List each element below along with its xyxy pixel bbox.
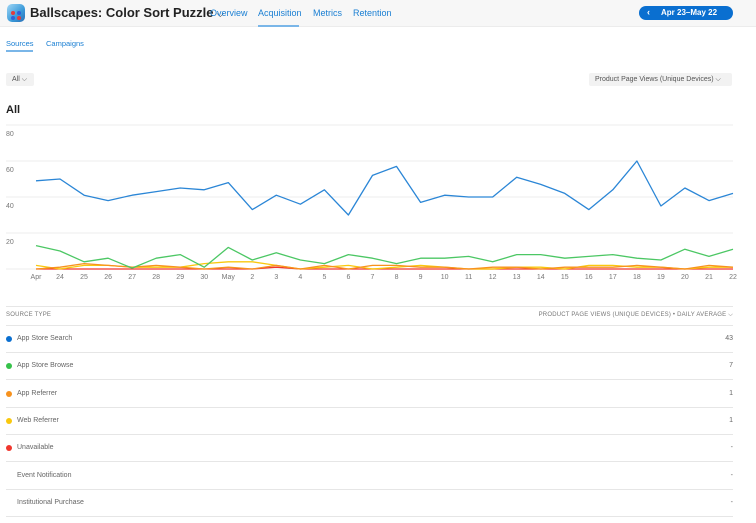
tab-metrics[interactable]: Metrics: [313, 8, 342, 18]
series-color-dot-icon: [6, 445, 12, 452]
source-value: -: [730, 471, 733, 479]
chevron-left-icon[interactable]: ‹: [647, 7, 650, 17]
x-tick-label: 4: [298, 274, 302, 281]
divider: [6, 515, 733, 517]
source-label: App Store Search: [17, 335, 73, 342]
x-tick-label: 20: [681, 274, 689, 281]
x-tick-label: 24: [56, 274, 64, 281]
divider: [6, 379, 733, 381]
source-label: Web Referrer: [17, 416, 59, 424]
series-line-app-referrer[interactable]: [35, 262, 734, 270]
x-tick-label: 25: [80, 274, 88, 281]
x-tick-label: 8: [395, 274, 399, 281]
divider: [6, 461, 733, 463]
x-tick-label: Apr: [31, 274, 43, 281]
x-tick-label: 11: [465, 274, 472, 281]
source-value: 1: [729, 416, 733, 424]
y-tick-label: 40: [6, 203, 14, 210]
subtab-sources[interactable]: Sources: [6, 39, 34, 48]
series-color-dot-icon: [6, 336, 12, 342]
divider: [6, 488, 733, 490]
x-tick-label: 6: [346, 274, 350, 281]
col-header-source[interactable]: SOURCE TYPE: [6, 312, 52, 318]
top-bar: Ballscapes: Color Sort Puzzle ⌵ Overview …: [0, 0, 756, 27]
x-tick-label: 9: [419, 274, 423, 281]
source-value: 1: [729, 389, 733, 397]
source-value: -: [730, 444, 733, 452]
series-color-dot-icon: [6, 417, 12, 424]
x-tick-label: 12: [489, 274, 497, 281]
source-label: App Store Browse: [17, 362, 74, 370]
x-tick-label: 27: [128, 274, 136, 281]
x-tick-label: 17: [609, 274, 617, 281]
series-line-unavailable[interactable]: [36, 266, 733, 270]
x-tick-label: 16: [585, 274, 593, 281]
x-tick-label: 19: [657, 274, 665, 281]
series-color-dot-icon: [6, 363, 12, 370]
y-tick-label: 80: [6, 131, 14, 138]
x-tick-label: 5: [322, 274, 326, 281]
app-icon: [7, 4, 25, 22]
x-tick-label: 15: [561, 274, 569, 281]
x-tick-label: 13: [513, 274, 521, 281]
active-tab-indicator: [258, 25, 299, 27]
x-tick-label: 30: [200, 274, 208, 281]
divider: [6, 325, 733, 326]
app-switcher[interactable]: Ballscapes: Color Sort Puzzle ⌵: [30, 5, 224, 20]
source-value: -: [730, 498, 733, 506]
app-name: Ballscapes: Color Sort Puzzle: [30, 5, 214, 20]
active-subtab-indicator: [6, 50, 33, 52]
tab-overview[interactable]: Overview: [210, 8, 248, 18]
source-label: Unavailable: [17, 444, 54, 452]
date-range-label: Apr 23–May 22: [661, 8, 718, 17]
divider: [6, 406, 733, 408]
divider: [6, 306, 733, 307]
y-tick-label: 20: [6, 239, 14, 246]
subtab-campaigns[interactable]: Campaigns: [46, 39, 84, 48]
x-tick-label: May: [222, 274, 236, 281]
source-label: App Referrer: [17, 389, 58, 397]
x-tick-label: 10: [441, 274, 449, 281]
territory-filter[interactable]: All ⌵: [6, 73, 34, 86]
tab-retention[interactable]: Retention: [353, 8, 392, 18]
divider: [6, 433, 733, 435]
series-line-web-referrer[interactable]: [35, 261, 733, 270]
x-tick-label: 18: [633, 274, 641, 281]
chevron-down-icon: ⌵: [216, 9, 225, 20]
source-value: 7: [729, 362, 733, 370]
tab-acquisition[interactable]: Acquisition: [258, 8, 302, 18]
divider: [6, 352, 733, 353]
series-color-dot-icon: [6, 390, 12, 397]
x-tick-label: 22: [729, 274, 737, 281]
section-title: All: [6, 104, 21, 116]
x-tick-label: 3: [274, 274, 278, 281]
y-tick-label: 60: [6, 167, 14, 174]
series-line-app-store-search[interactable]: [35, 160, 734, 216]
date-range-picker[interactable]: ‹ Apr 23–May 22: [639, 6, 733, 20]
x-tick-label: 21: [705, 274, 713, 281]
x-tick-label: 14: [537, 274, 545, 281]
x-tick-label: 28: [152, 274, 160, 281]
x-tick-label: 2: [250, 274, 254, 281]
col-header-metric[interactable]: PRODUCT PAGE VIEWS (UNIQUE DEVICES) • DA…: [538, 312, 733, 318]
x-tick-label: 29: [176, 274, 184, 281]
source-label: Institutional Purchase: [17, 498, 84, 506]
x-tick-label: 26: [104, 274, 112, 281]
source-value: 43: [725, 335, 733, 342]
x-tick-label: 7: [371, 274, 375, 281]
source-label: Event Notification: [17, 471, 72, 479]
series-line-app-store-browse[interactable]: [35, 244, 734, 269]
metric-select[interactable]: Product Page Views (Unique Devices) ⌵: [589, 73, 732, 86]
line-chart: 20 40 60 80 Apr 24 25 26 27 28 29 30 May 2 3 4 5 6 7 8 9 10 11…: [6, 124, 737, 281]
